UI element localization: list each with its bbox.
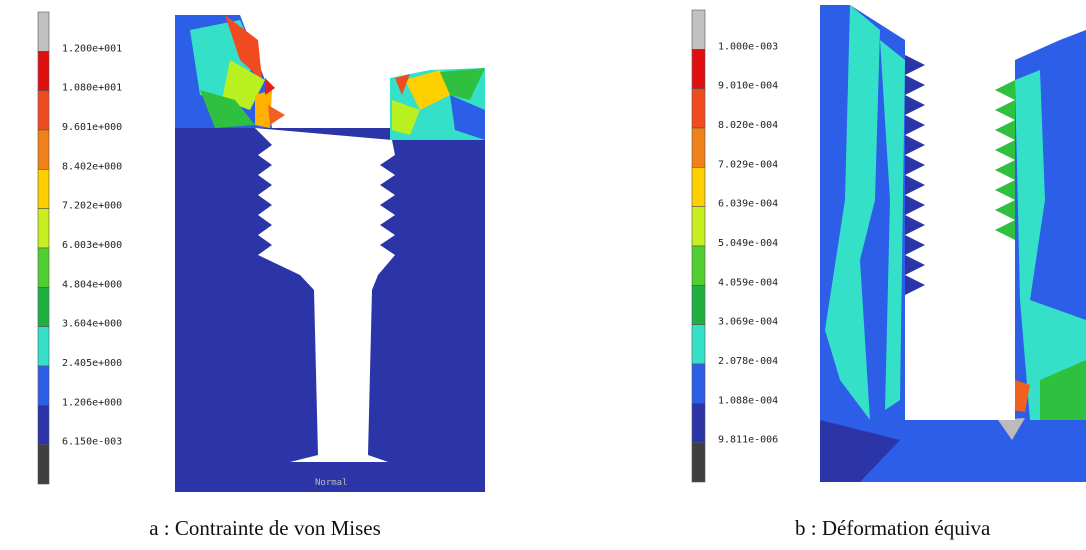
legend-swatch: [691, 324, 706, 365]
fem-plot-b: [820, 5, 1086, 482]
legend-label: 8.020e-004: [718, 120, 778, 131]
legend-label: 9.010e-004: [718, 81, 778, 92]
legend-swatch: [37, 326, 50, 367]
legend-label: 7.202e+000: [62, 201, 122, 212]
legend-swatch: [691, 245, 706, 286]
legend-swatch: [37, 405, 50, 445]
legend-label: 1.088e-004: [718, 395, 778, 406]
legend-label: 2.405e+000: [62, 358, 122, 369]
legend-label: 4.804e+000: [62, 279, 122, 290]
legend-label: 6.003e+000: [62, 240, 122, 251]
legend-swatch: [37, 51, 50, 91]
legend-swatch: [691, 285, 706, 325]
legend-label: 1.000e-003: [718, 41, 778, 52]
legend-swatch: [691, 9, 706, 50]
caption: b : Déformation équiva: [795, 516, 991, 540]
legend-swatch: [37, 90, 50, 131]
legend-swatch: [37, 129, 50, 170]
legend-label: 9.811e-006: [718, 435, 778, 446]
legend-swatch: [37, 247, 50, 288]
legend-label: 6.039e-004: [718, 199, 778, 210]
legend-label: 8.402e+000: [62, 161, 122, 172]
legend-swatch: [691, 49, 706, 89]
legend-swatch: [691, 127, 706, 168]
legend-swatch: [691, 167, 706, 207]
legend-swatch: [37, 444, 50, 485]
legend-label: 2.078e-004: [718, 356, 778, 367]
legend-label: 3.604e+000: [62, 319, 122, 330]
legend-swatch: [691, 363, 706, 404]
fem-plot-a: Normal: [175, 15, 485, 492]
legend-label: 1.200e+001: [62, 43, 122, 54]
legend-swatch: [37, 287, 50, 327]
legend-swatch: [691, 88, 706, 129]
legend-label: 5.049e-004: [718, 238, 778, 249]
legend-label: 4.059e-004: [718, 277, 778, 288]
legend-label: 9.601e+000: [62, 122, 122, 133]
legend-label: 1.206e+000: [62, 397, 122, 408]
legend-label: 3.069e-004: [718, 317, 778, 328]
view-label: Normal: [315, 478, 348, 488]
legend-label: 6.150e-003: [62, 437, 122, 448]
legend-swatch: [691, 403, 706, 443]
legend-swatch: [691, 206, 706, 247]
legend-swatch: [37, 208, 50, 249]
legend-swatch: [37, 169, 50, 209]
legend-label: 7.029e-004: [718, 159, 778, 170]
legend-swatch: [691, 442, 706, 483]
legend-swatch: [37, 11, 50, 52]
legend-swatch: [37, 365, 50, 406]
caption: a : Contrainte de von Mises: [149, 516, 381, 540]
legend-label: 1.080e+001: [62, 83, 122, 94]
